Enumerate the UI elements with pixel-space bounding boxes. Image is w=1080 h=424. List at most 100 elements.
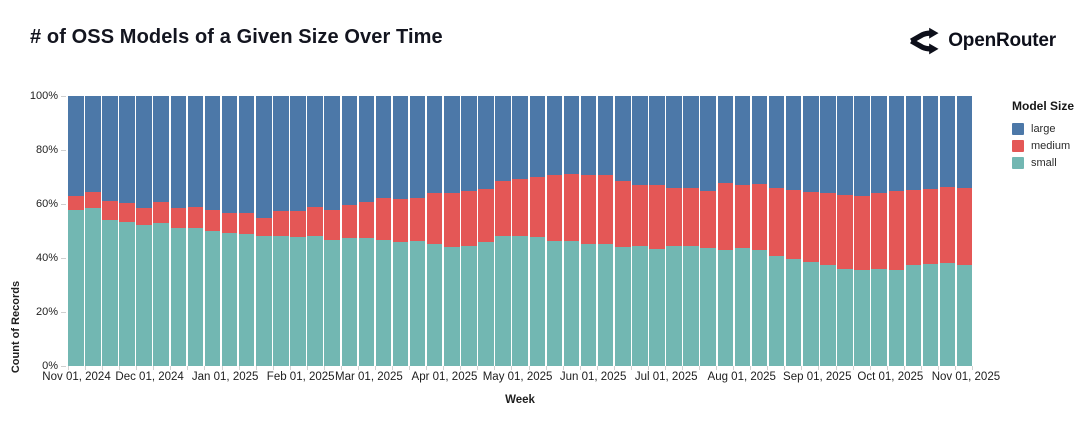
segment-small[interactable] [153, 222, 169, 366]
segment-small[interactable] [358, 238, 375, 366]
segment-medium[interactable] [820, 192, 836, 265]
segment-medium[interactable] [444, 192, 460, 247]
segment-small[interactable] [854, 269, 870, 366]
segment-small[interactable] [666, 245, 682, 366]
openrouter-logo[interactable]: OpenRouter [909, 26, 1056, 56]
segment-large[interactable] [68, 96, 84, 197]
segment-small[interactable] [751, 250, 768, 366]
segment-small[interactable] [187, 228, 204, 366]
segment-small[interactable] [563, 241, 580, 366]
segment-large[interactable] [529, 96, 546, 177]
segment-medium[interactable] [768, 187, 785, 257]
segment-small[interactable] [85, 207, 101, 366]
segment-small[interactable] [529, 236, 546, 366]
segment-medium[interactable] [803, 192, 819, 262]
segment-medium[interactable] [854, 195, 870, 270]
segment-large[interactable] [580, 96, 597, 176]
segment-large[interactable] [905, 96, 922, 191]
segment-large[interactable] [409, 96, 426, 198]
segment-large[interactable] [563, 96, 580, 174]
segment-medium[interactable] [85, 192, 101, 208]
segment-medium[interactable] [153, 202, 169, 223]
segment-medium[interactable] [290, 211, 306, 237]
segment-small[interactable] [68, 210, 84, 366]
segment-large[interactable] [956, 96, 973, 188]
segment-small[interactable] [119, 221, 135, 366]
segment-medium[interactable] [256, 218, 272, 237]
segment-large[interactable] [170, 96, 187, 208]
segment-large[interactable] [461, 96, 477, 192]
segment-medium[interactable] [837, 194, 853, 270]
segment-medium[interactable] [307, 207, 323, 237]
segment-medium[interactable] [324, 209, 340, 240]
segment-small[interactable] [409, 241, 426, 366]
segment-large[interactable] [751, 96, 768, 184]
segment-small[interactable] [426, 243, 443, 366]
segment-small[interactable] [700, 248, 716, 366]
segment-large[interactable] [768, 96, 785, 188]
segment-large[interactable] [221, 96, 238, 213]
segment-large[interactable] [478, 96, 494, 189]
segment-medium[interactable] [922, 188, 939, 265]
segment-small[interactable] [580, 243, 597, 366]
segment-small[interactable] [939, 263, 956, 366]
segment-large[interactable] [307, 96, 323, 208]
segment-large[interactable] [102, 96, 118, 202]
segment-medium[interactable] [341, 204, 357, 239]
segment-small[interactable] [478, 242, 494, 366]
segment-medium[interactable] [170, 207, 187, 229]
segment-medium[interactable] [666, 187, 682, 246]
segment-small[interactable] [136, 224, 152, 366]
segment-small[interactable] [444, 246, 460, 366]
segment-medium[interactable] [426, 192, 443, 244]
segment-large[interactable] [273, 96, 289, 212]
segment-small[interactable] [683, 246, 699, 366]
segment-large[interactable] [734, 96, 751, 185]
segment-medium[interactable] [734, 184, 751, 249]
segment-small[interactable] [375, 239, 392, 366]
segment-large[interactable] [341, 96, 357, 205]
segment-small[interactable] [632, 246, 648, 366]
segment-large[interactable] [803, 96, 819, 193]
segment-large[interactable] [256, 96, 272, 219]
segment-large[interactable] [392, 96, 409, 199]
segment-medium[interactable] [905, 190, 922, 265]
segment-small[interactable] [597, 243, 614, 366]
segment-medium[interactable] [102, 201, 118, 220]
segment-small[interactable] [871, 269, 887, 366]
segment-large[interactable] [375, 96, 392, 198]
segment-large[interactable] [119, 96, 135, 203]
segment-small[interactable] [649, 249, 665, 366]
segment-medium[interactable] [632, 184, 648, 247]
segment-medium[interactable] [580, 175, 597, 244]
segment-large[interactable] [871, 96, 887, 194]
segment-large[interactable] [85, 96, 101, 193]
segment-small[interactable] [803, 261, 819, 366]
segment-medium[interactable] [563, 173, 580, 242]
segment-large[interactable] [136, 96, 152, 208]
segment-large[interactable] [187, 96, 204, 207]
segment-large[interactable] [922, 96, 939, 189]
segment-medium[interactable] [375, 197, 392, 240]
segment-medium[interactable] [615, 181, 631, 247]
segment-medium[interactable] [273, 211, 289, 237]
segment-small[interactable] [221, 232, 238, 366]
segment-small[interactable] [273, 236, 289, 366]
segment-medium[interactable] [700, 191, 716, 249]
segment-small[interactable] [290, 236, 306, 366]
segment-large[interactable] [444, 96, 460, 193]
segment-small[interactable] [256, 236, 272, 366]
segment-small[interactable] [820, 264, 836, 366]
segment-large[interactable] [495, 96, 511, 182]
segment-medium[interactable] [495, 181, 511, 237]
segment-medium[interactable] [136, 207, 152, 225]
segment-small[interactable] [888, 269, 904, 366]
segment-small[interactable] [837, 269, 853, 366]
segment-large[interactable] [683, 96, 699, 188]
segment-small[interactable] [324, 239, 340, 366]
segment-medium[interactable] [187, 206, 204, 229]
segment-medium[interactable] [119, 202, 135, 222]
segment-medium[interactable] [871, 193, 887, 270]
segment-medium[interactable] [751, 183, 768, 251]
segment-large[interactable] [888, 96, 904, 192]
